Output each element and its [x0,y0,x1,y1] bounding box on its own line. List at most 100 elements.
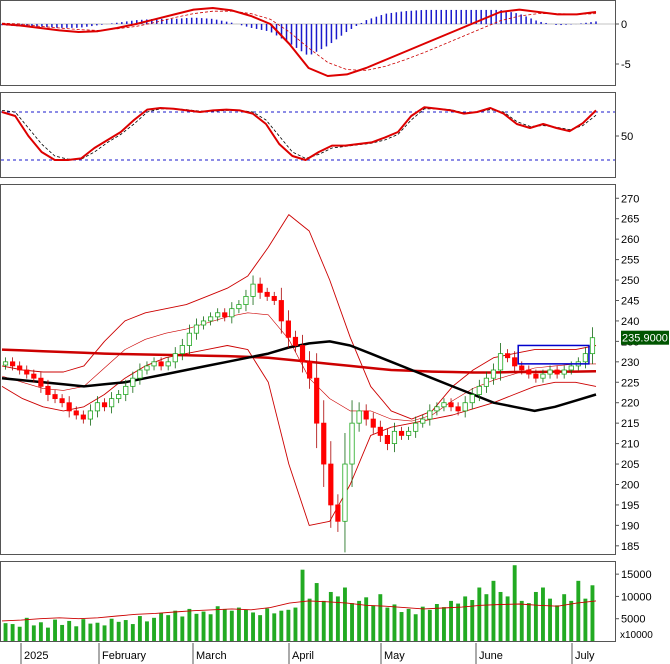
volume-tick-label: 10000 [621,591,652,603]
volume-bar [222,609,227,641]
volume-bar [286,609,291,641]
candle-up [342,463,348,522]
month-label: 2025 [24,650,48,662]
month-label: February [102,650,147,662]
candle-up [434,406,440,412]
candle-up [94,402,101,412]
month-label: April [292,650,314,662]
candle-down [101,402,108,408]
volume-bar [60,624,65,641]
price-tick-label: 200 [621,479,639,491]
candle-up [215,312,221,318]
volume-bar [109,618,114,641]
candle-up [200,320,207,326]
candle-down [31,373,37,379]
last-price-tag: 235.9000 [621,330,669,345]
volume-bar [194,613,199,641]
panel-frames [0,0,616,642]
oscillator-panel-frame [0,92,616,178]
volume-bar [17,626,22,641]
volume-bar [321,600,326,641]
volume-bar [215,606,220,641]
volume-bar [24,617,29,641]
volume-bar [328,591,333,641]
candle-down [448,402,454,408]
volume-bar [350,603,354,641]
candle-up [561,369,567,375]
volume-bar [293,607,298,641]
candle-up [391,430,398,445]
candle-up [476,385,482,395]
price-tick-label: 265 [621,214,639,226]
candle-up [349,422,355,465]
volume-bar [392,604,397,641]
candle-down [158,361,164,367]
volume-bar [456,603,461,641]
volume-bar [88,623,93,641]
volume-bar [279,610,284,641]
candle-down [335,504,341,522]
volume-bar [81,619,86,641]
price-tick-label: 215 [621,418,639,430]
long-moving-average-line [1,348,597,374]
volume-bar [208,614,213,641]
candle-down [384,435,390,444]
candle-down [328,463,334,506]
volume-bar [173,610,178,641]
volume-bar [505,596,510,641]
volume-bar [258,615,263,641]
candle-up [589,337,596,355]
volume-bar [187,608,192,641]
volume-panel-frame [0,561,616,642]
volume-bar [406,608,411,641]
volume-bar [434,604,439,641]
price-panel-frame [0,184,616,555]
candle-up [413,422,419,432]
volume-bar [152,617,156,641]
volume-bar [137,616,142,641]
candle-down [66,402,72,412]
candle-down [17,365,23,371]
candle-up [165,361,171,367]
volume-bar [38,622,43,641]
volume-bar [470,599,475,641]
candle-up [229,308,235,318]
volume-bar [533,591,538,641]
candle-up [483,377,489,387]
candle-up [250,283,256,297]
month-label: July [575,650,595,662]
volume-bar [420,606,425,641]
bollinger-lower-band [1,345,597,526]
volume-bar [371,605,376,641]
candle-down [363,410,369,420]
volume-bar [519,600,524,641]
candle-up [172,353,178,363]
candle-up [441,402,447,408]
price-tick-label: 190 [621,520,639,532]
candle-down [285,320,291,338]
candle-up [144,365,150,371]
candle-down [278,300,284,322]
candle-down [222,312,228,318]
candle-down [24,369,30,375]
candle-down [554,369,560,375]
volume-bar [463,596,468,641]
volume-bar [484,594,489,641]
month-label: March [196,650,227,662]
candle-down [505,353,511,359]
macd-line [1,7,597,77]
candle-down [45,385,51,395]
price-tick-label: 210 [621,439,639,451]
volume-bar [236,607,241,641]
candle-down [455,406,461,412]
volume-panel: 15000 10000 5000 [1,565,652,641]
candle-up [540,373,546,379]
volume-bar [357,600,362,641]
volume-bar [548,598,552,641]
candle-up [469,394,475,404]
candle-down [321,422,327,465]
volume-bar [3,623,8,641]
consolidation-box [517,344,590,365]
volume-bar [46,627,50,641]
candle-up [420,418,426,424]
